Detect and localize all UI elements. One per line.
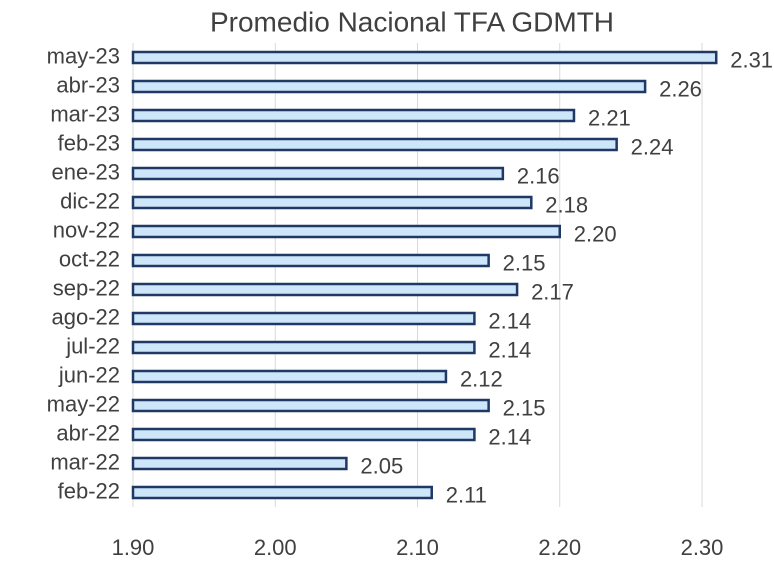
y-tick-label: sep-22 [53, 275, 120, 300]
data-label: 2.31 [730, 47, 773, 72]
data-label: 2.11 [446, 482, 487, 507]
y-tick-label: abr-23 [56, 72, 120, 97]
data-label: 2.15 [503, 395, 546, 420]
y-tick-label: feb-23 [58, 130, 120, 155]
data-label: 2.20 [574, 221, 617, 246]
data-label: 2.21 [588, 105, 631, 130]
bar [131, 137, 618, 152]
bar [131, 456, 348, 471]
x-tick-label: 2.00 [254, 535, 297, 560]
data-label: 2.05 [360, 453, 403, 478]
y-tick-label: jul-22 [65, 333, 120, 358]
data-label: 2.18 [545, 192, 588, 217]
y-tick-label: abr-22 [56, 420, 120, 445]
bar [131, 166, 505, 181]
data-label: 2.26 [659, 76, 702, 101]
y-tick-label: may-23 [47, 43, 120, 68]
y-tick-label: nov-22 [53, 217, 120, 242]
bar [131, 311, 476, 326]
data-label: 2.24 [631, 134, 674, 159]
bar [131, 340, 476, 355]
y-tick-label: oct-22 [59, 246, 120, 271]
y-tick-label: jun-22 [58, 362, 120, 387]
y-tick-label: may-22 [47, 391, 120, 416]
y-tick-label: feb-22 [58, 478, 120, 503]
bar [131, 369, 448, 384]
y-tick-label: dic-22 [60, 188, 120, 213]
data-label: 2.17 [531, 279, 574, 304]
data-label: 2.14 [488, 337, 531, 362]
bar [131, 50, 718, 65]
data-label: 2.15 [503, 250, 546, 275]
bar [131, 253, 490, 268]
x-tick-label: 2.30 [681, 535, 724, 560]
data-label: 2.14 [488, 308, 531, 333]
bar [131, 108, 576, 123]
data-label: 2.12 [460, 366, 503, 391]
bar [131, 224, 561, 239]
y-tick-label: mar-23 [50, 101, 120, 126]
x-tick-label: 2.20 [538, 535, 581, 560]
chart-title: Promedio Nacional TFA GDMTH [210, 6, 614, 37]
data-label: 2.14 [488, 424, 531, 449]
bar [131, 282, 519, 297]
y-tick-label: mar-22 [50, 449, 120, 474]
data-label: 2.16 [517, 163, 560, 188]
bar [131, 398, 490, 413]
x-tick-label: 2.10 [396, 535, 439, 560]
bar [131, 79, 647, 94]
bar [131, 427, 476, 442]
bar [131, 195, 533, 210]
y-tick-label: ago-22 [51, 304, 120, 329]
bar [131, 485, 433, 500]
x-tick-label: 1.90 [112, 535, 155, 560]
y-tick-label: ene-23 [51, 159, 120, 184]
